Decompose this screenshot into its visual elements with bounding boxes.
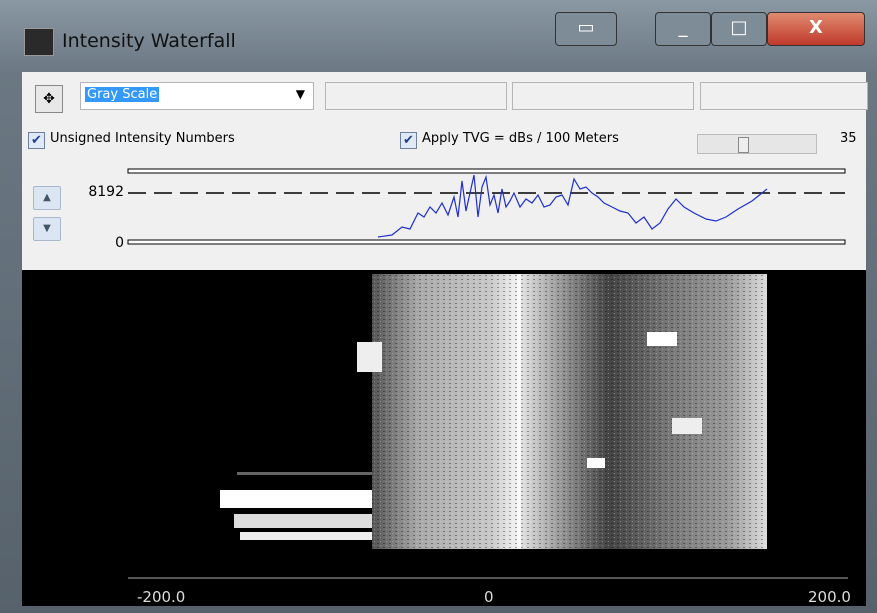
switch-button[interactable]: ▭ — [555, 12, 617, 46]
swath-streak — [237, 472, 372, 475]
palette-dropdown[interactable]: Gray Scale ▼ — [80, 82, 314, 110]
bright-spot — [587, 458, 605, 468]
window-title: Intensity Waterfall — [62, 30, 236, 52]
empty-field — [512, 82, 694, 110]
intensity-trace — [378, 175, 767, 237]
axis-label: 0 — [484, 588, 494, 606]
bright-spot — [672, 418, 702, 434]
maximize-button[interactable]: □ — [711, 12, 767, 46]
empty-field — [325, 82, 507, 110]
palette-value: Gray Scale — [85, 87, 159, 102]
tvg-label: Apply TVG = dBs / 100 Meters — [422, 131, 619, 146]
swath-streak — [220, 490, 372, 508]
unsigned-checkbox[interactable]: ✔ — [28, 132, 45, 149]
close-button[interactable]: X — [767, 12, 865, 46]
top-bar — [128, 169, 845, 173]
min-bar — [128, 240, 845, 244]
control-panel: ✥ Gray Scale ▼ ✔ Unsigned Intensity Numb… — [22, 72, 866, 270]
tvg-slider[interactable] — [697, 134, 817, 154]
sonar-texture — [372, 274, 767, 549]
dropdown-arrow: ▼ — [296, 87, 305, 101]
swath-streak — [234, 514, 372, 528]
profile-plot — [22, 167, 866, 267]
nadir-line — [517, 274, 521, 549]
waterfall-view: -200.0 0 200.0 — [22, 270, 866, 606]
bright-spot — [647, 332, 677, 346]
tvg-checkbox[interactable]: ✔ — [400, 132, 417, 149]
axis-label: -200.0 — [137, 588, 185, 606]
swath-streak — [240, 532, 372, 540]
minimize-button[interactable]: _ — [655, 12, 711, 46]
app-icon — [24, 28, 54, 56]
waterfall-image — [22, 270, 866, 606]
page: Intensity Waterfall ▭ _ □ X ✥ Gray Scale… — [0, 0, 877, 613]
unsigned-label: Unsigned Intensity Numbers — [50, 131, 235, 146]
swath-streak — [357, 342, 382, 372]
pan-button[interactable]: ✥ — [35, 85, 63, 113]
tvg-value: 35 — [840, 131, 857, 146]
empty-field — [700, 82, 868, 110]
axis-label: 200.0 — [808, 588, 851, 606]
slider-thumb[interactable] — [738, 137, 749, 153]
window: Intensity Waterfall ▭ _ □ X ✥ Gray Scale… — [0, 0, 877, 613]
